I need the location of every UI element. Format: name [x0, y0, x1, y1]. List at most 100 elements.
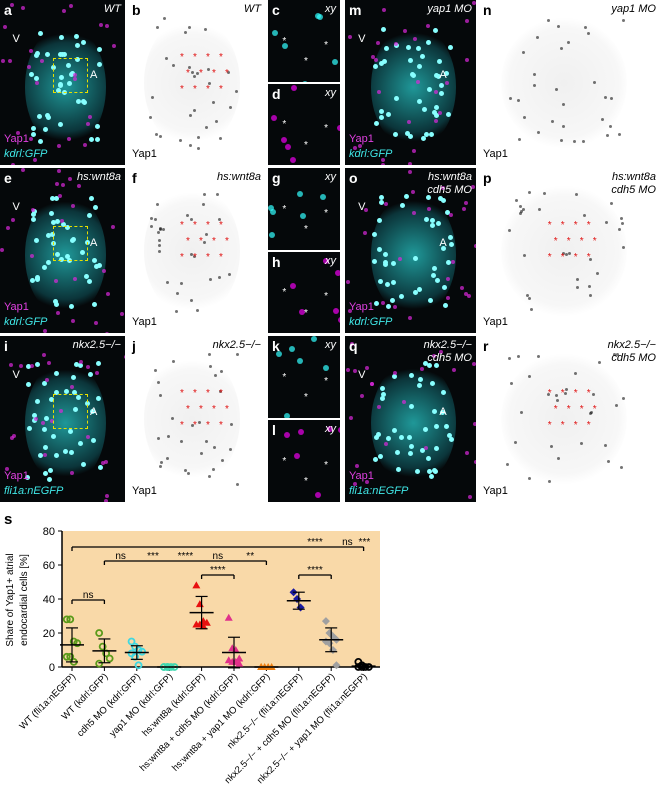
- nucleus: [42, 265, 48, 271]
- nucleus: [437, 58, 443, 64]
- nucleus: [449, 242, 455, 248]
- data-point: [228, 657, 237, 665]
- yap1-signal: [408, 315, 413, 320]
- yap1-dot: [197, 421, 201, 425]
- x-tick-label: hs:wnt8a + yap1 MO (kdrl:GFP): [170, 671, 272, 773]
- asterisk-marker: *: [324, 460, 329, 471]
- nucleus: [96, 62, 102, 68]
- significance-label: ns: [115, 551, 126, 562]
- nucleus: [378, 278, 384, 284]
- yap1-dot: [575, 285, 579, 289]
- nucleus: [53, 452, 59, 458]
- data-point: [167, 663, 175, 671]
- nucleus: [88, 196, 94, 202]
- nucleus: [86, 278, 92, 284]
- yap1-dot: [597, 360, 601, 364]
- nucleus: [337, 125, 340, 132]
- yap1-dot: [606, 133, 610, 137]
- yap1-signal: [446, 277, 451, 282]
- yap1-dot: [195, 72, 199, 76]
- yap1-signal: [10, 3, 15, 8]
- nucleus: [296, 358, 303, 365]
- stain-label: Yap1: [483, 148, 508, 160]
- nucleus: [373, 120, 379, 126]
- asterisk-marker: *: [586, 388, 591, 400]
- nucleus: [59, 256, 65, 262]
- nucleus: [299, 212, 306, 219]
- yap1-dot: [590, 410, 594, 414]
- panel-title: xy: [325, 171, 336, 183]
- panel-letter: q: [349, 338, 358, 354]
- yap1-dot: [533, 83, 537, 87]
- nucleus: [284, 413, 291, 418]
- panel-letter: s: [4, 511, 12, 528]
- heart-outline: [500, 352, 628, 486]
- nucleus: [434, 424, 440, 430]
- nucleus: [42, 381, 48, 387]
- asterisk-marker: *: [573, 219, 578, 231]
- reporter-label: fli1a:nEGFP: [349, 485, 409, 497]
- nucleus: [407, 435, 413, 441]
- yap1-dot: [508, 229, 512, 233]
- nucleus: [293, 453, 300, 460]
- asterisk-marker: *: [186, 404, 190, 416]
- stain-label: Yap1: [4, 470, 29, 482]
- nucleus: [323, 258, 330, 265]
- yap1-dot: [601, 117, 605, 121]
- yap1-signal: [11, 433, 16, 438]
- yap1-dot: [229, 448, 233, 452]
- nucleus: [378, 109, 384, 115]
- panel-letter: r: [483, 338, 489, 354]
- nucleus: [391, 427, 397, 433]
- nucleus: [415, 45, 421, 51]
- nucleus: [53, 371, 59, 377]
- panel-b: * * * * * * * * * * * * Yap1 b WT: [128, 0, 265, 165]
- nucleus: [426, 455, 432, 461]
- nucleus: [440, 389, 446, 395]
- panel-title: nkx2.5−/− cdh5 MO: [607, 339, 656, 364]
- asterisk-marker: *: [566, 235, 571, 247]
- yap1-dot: [556, 457, 560, 461]
- yap1-signal: [359, 393, 364, 398]
- nucleus: [58, 35, 64, 41]
- panel-title: hs:wnt8a: [76, 171, 121, 183]
- nucleus: [431, 408, 437, 414]
- yap1-dot: [156, 231, 160, 235]
- panel-letter: d: [272, 85, 281, 102]
- asterisk-marker: *: [560, 251, 565, 263]
- asterisk-marker: *: [586, 219, 591, 231]
- asterisk-marker: *: [186, 67, 190, 79]
- yap1-signal: [370, 382, 375, 387]
- yap1-signal: [33, 157, 38, 162]
- atrium-label: A: [439, 69, 447, 82]
- data-point: [73, 639, 82, 648]
- atrium-label: A: [90, 237, 98, 250]
- nucleus: [442, 285, 448, 291]
- yap1-signal: [8, 362, 13, 367]
- yap1-dot: [536, 130, 540, 134]
- yap1-dot: [196, 136, 200, 140]
- yap1-signal: [412, 211, 417, 216]
- y-tick-label: 40: [43, 594, 55, 606]
- yap1-dot: [527, 191, 531, 195]
- nucleus: [31, 412, 37, 418]
- stain-label: Yap1: [483, 485, 508, 497]
- yap1-signal: [410, 190, 415, 195]
- asterisk-marker: *: [560, 388, 565, 400]
- yap1-signal: [345, 368, 350, 373]
- data-point: [328, 632, 337, 641]
- nucleus: [289, 282, 296, 289]
- nucleus: [89, 136, 95, 142]
- nucleus: [90, 409, 96, 415]
- nucleus: [373, 457, 379, 463]
- ventricle-label: V: [358, 201, 366, 213]
- yap1-dot: [618, 132, 622, 136]
- data-point: [321, 617, 330, 626]
- yap1-dot: [620, 222, 624, 226]
- yap1-dot: [550, 445, 554, 449]
- data-point: [95, 659, 104, 668]
- nucleus: [276, 350, 283, 357]
- yap1-dot: [154, 369, 158, 373]
- asterisk-marker: *: [199, 67, 203, 79]
- yap1-signal: [473, 244, 476, 249]
